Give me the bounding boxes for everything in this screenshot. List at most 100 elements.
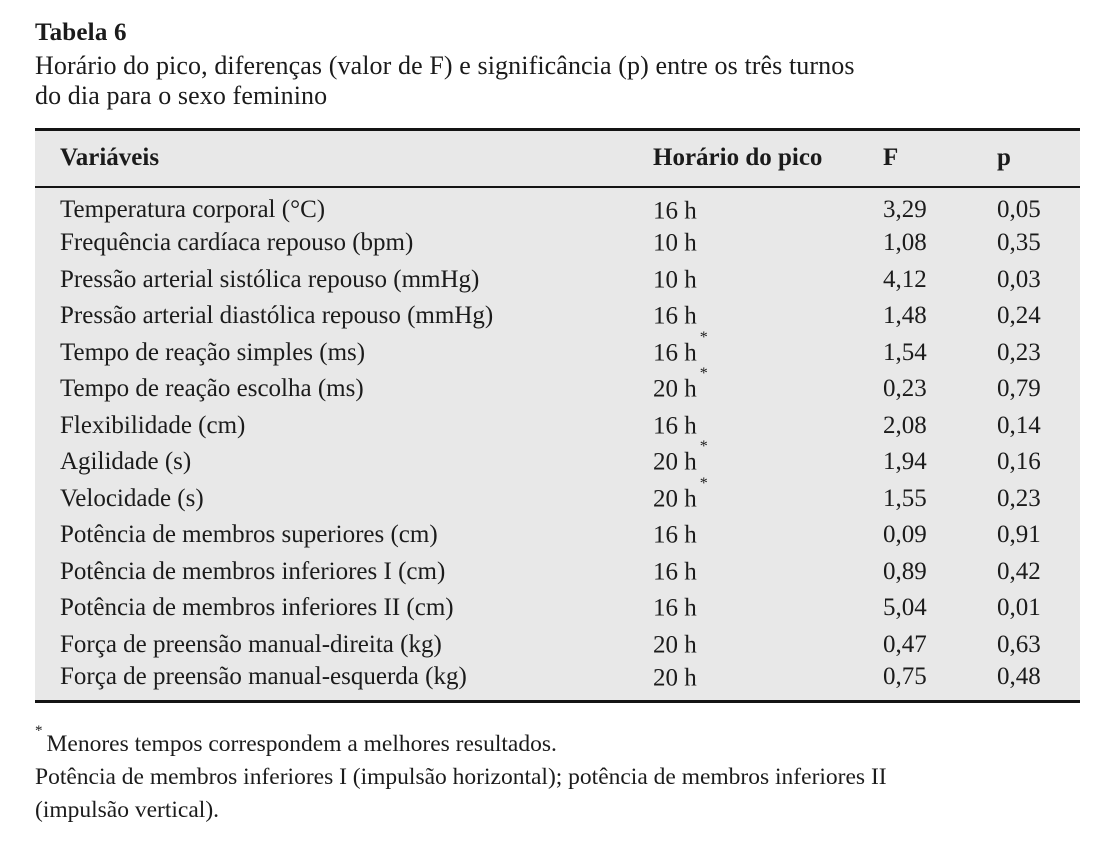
table-row: Força de preensão manual-direita (kg) 20… — [35, 626, 1080, 663]
cell-variavel: Força de preensão manual-esquerda (kg) — [60, 663, 467, 691]
table-row: Força de preensão manual-esquerda (kg) 2… — [35, 663, 1080, 702]
cell-variavel: Tempo de reação simples (ms) — [60, 338, 366, 366]
cell-horario: 16 h — [653, 517, 883, 554]
cell-variavel: Frequência cardíaca repouso (bpm) — [60, 229, 414, 257]
table-row: Tempo de reação simples (ms) 16 h* 1,54 … — [35, 329, 1080, 371]
horario-value: 10 h — [653, 266, 697, 294]
footnote-note-line-1: Potência de membros inferiores I (impuls… — [35, 763, 887, 790]
table-row: Tempo de reação escolha (ms) 20 h* 0,23 … — [35, 365, 1080, 408]
cell-p: 0,14 — [997, 411, 1041, 439]
cell-p: 0,91 — [997, 521, 1041, 549]
cell-f: 0,09 — [883, 521, 927, 549]
footnote-asterisk-mark: * — [35, 723, 43, 740]
asterisk-mark: * — [699, 365, 708, 383]
cell-f: 5,04 — [883, 594, 927, 622]
cell-horario: 20 h* — [653, 438, 883, 481]
table-caption-line-2: do dia para o sexo feminino — [35, 81, 328, 110]
cell-p: 0,79 — [997, 375, 1041, 403]
cell-f: 1,54 — [883, 338, 927, 366]
footnote-note: Potência de membros inferiores I (impuls… — [35, 761, 1080, 827]
column-header-p: p — [997, 129, 1080, 188]
cell-variavel: Pressão arterial diastólica repouso (mmH… — [60, 302, 494, 330]
cell-f: 0,23 — [883, 375, 927, 403]
horario-value: 16 h — [653, 412, 697, 440]
horario-value: 16 h — [653, 594, 697, 622]
cell-variavel: Potência de membros inferiores II (cm) — [60, 594, 454, 622]
horario-value: 10 h — [653, 229, 697, 257]
cell-horario: 16 h* — [653, 329, 883, 371]
cell-horario: 20 h — [653, 663, 883, 702]
data-table: Variáveis Horário do pico F p Temperatur… — [35, 128, 1080, 704]
horario-value: 20 h — [653, 664, 697, 692]
cell-f: 0,47 — [883, 630, 927, 658]
cell-p: 0,01 — [997, 594, 1041, 622]
cell-p: 0,03 — [997, 265, 1041, 293]
cell-f: 1,48 — [883, 302, 927, 330]
cell-variavel: Flexibilidade (cm) — [60, 411, 246, 439]
cell-horario: 16 h — [653, 590, 883, 627]
table-row: Potência de membros inferiores II (cm) 1… — [35, 590, 1080, 627]
table-row: Potência de membros superiores (cm) 16 h… — [35, 517, 1080, 554]
document-page: Tabela 6 Horário do pico, diferenças (va… — [35, 19, 1080, 827]
table-row: Pressão arterial sistólica repouso (mmHg… — [35, 261, 1080, 298]
column-header-variaveis: Variáveis — [35, 129, 653, 188]
footnote-note-line-2: (impulsão vertical). — [35, 796, 220, 823]
cell-p: 0,48 — [997, 663, 1041, 691]
cell-horario: 20 h* — [653, 365, 883, 408]
table-row: Pressão arterial diastólica repouso (mmH… — [35, 298, 1080, 335]
horario-value: 16 h — [653, 339, 697, 367]
cell-variavel: Potência de membros superiores (cm) — [60, 521, 438, 549]
cell-horario: 20 h* — [653, 475, 883, 517]
cell-horario: 10 h — [653, 225, 883, 262]
cell-variavel: Potência de membros inferiores I (cm) — [60, 557, 446, 585]
cell-variavel: Temperatura corporal (°C) — [60, 196, 326, 224]
cell-variavel: Força de preensão manual-direita (kg) — [60, 630, 442, 658]
cell-p: 0,24 — [997, 302, 1041, 330]
table-header-row: Variáveis Horário do pico F p — [35, 129, 1080, 188]
cell-horario: 16 h — [653, 298, 883, 335]
cell-p: 0,35 — [997, 229, 1041, 257]
cell-f: 4,12 — [883, 265, 927, 293]
horario-value: 20 h — [653, 375, 697, 403]
table-label: Tabela 6 — [35, 19, 127, 46]
table-caption: Horário do pico, diferenças (valor de F)… — [35, 51, 1080, 111]
cell-f: 3,29 — [883, 196, 927, 224]
table-row: Agilidade (s) 20 h* 1,94 0,16 — [35, 438, 1080, 481]
cell-horario: 20 h — [653, 626, 883, 663]
horario-value: 16 h — [653, 521, 697, 549]
asterisk-mark: * — [699, 328, 708, 346]
horario-value: 20 h — [653, 485, 697, 513]
table-row: Velocidade (s) 20 h* 1,55 0,23 — [35, 475, 1080, 517]
cell-horario: 16 h — [653, 187, 883, 225]
cell-f: 1,94 — [883, 448, 927, 476]
cell-variavel: Pressão arterial sistólica repouso (mmHg… — [60, 265, 480, 293]
cell-f: 0,89 — [883, 557, 927, 585]
horario-value: 20 h — [653, 631, 697, 659]
cell-variavel: Velocidade (s) — [60, 484, 204, 512]
column-header-horario: Horário do pico — [653, 129, 883, 188]
horario-value: 16 h — [653, 558, 697, 586]
column-header-f: F — [883, 129, 997, 188]
table-row: Frequência cardíaca repouso (bpm) 10 h 1… — [35, 225, 1080, 262]
cell-f: 1,08 — [883, 229, 927, 257]
cell-p: 0,63 — [997, 630, 1041, 658]
footnote-asterisk-text: Menores tempos correspondem a melhores r… — [46, 730, 557, 757]
cell-variavel: Agilidade (s) — [60, 448, 192, 476]
cell-p: 0,05 — [997, 196, 1041, 224]
table-body: Temperatura corporal (°C) 16 h 3,29 0,05… — [35, 187, 1080, 702]
cell-horario: 16 h — [653, 407, 883, 444]
horario-value: 20 h — [653, 448, 697, 476]
cell-p: 0,16 — [997, 448, 1041, 476]
footnotes: * Menores tempos correspondem a melhores … — [35, 722, 1080, 827]
horario-value: 16 h — [653, 196, 697, 224]
table-row: Potência de membros inferiores I (cm) 16… — [35, 553, 1080, 590]
cell-horario: 16 h — [653, 553, 883, 590]
asterisk-mark: * — [699, 438, 708, 456]
cell-f: 0,75 — [883, 663, 927, 691]
cell-horario: 10 h — [653, 261, 883, 298]
cell-variavel: Tempo de reação escolha (ms) — [60, 375, 364, 403]
footnote-asterisk: * Menores tempos correspondem a melhores … — [35, 722, 1080, 761]
table-row: Temperatura corporal (°C) 16 h 3,29 0,05 — [35, 187, 1080, 225]
cell-p: 0,23 — [997, 484, 1041, 512]
table-caption-line-1: Horário do pico, diferenças (valor de F)… — [35, 51, 855, 80]
